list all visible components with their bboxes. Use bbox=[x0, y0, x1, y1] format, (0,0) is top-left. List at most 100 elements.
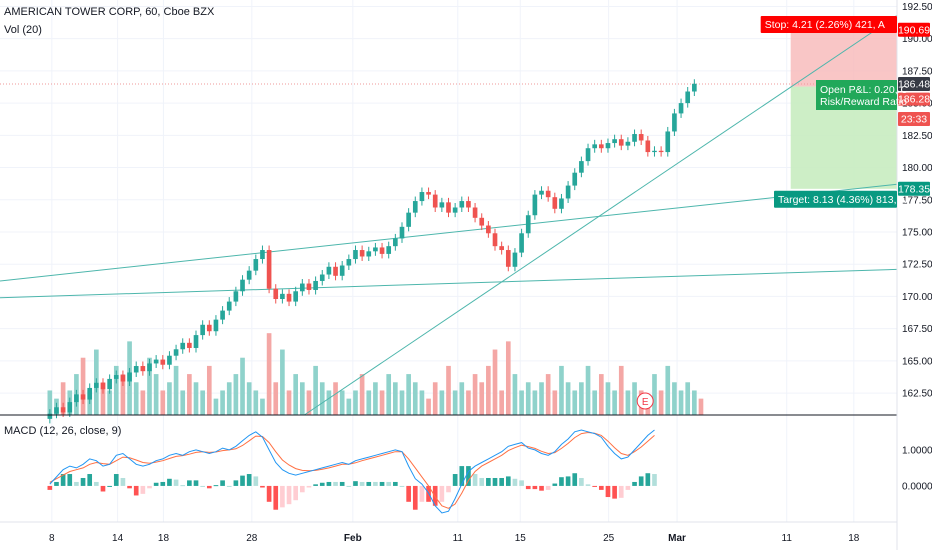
time-tick-label: 15 bbox=[515, 533, 527, 544]
volume-bar bbox=[193, 382, 199, 415]
price-tick-label: 162.50 bbox=[902, 389, 932, 400]
candle-body bbox=[373, 247, 378, 252]
volume-indicator-label[interactable]: Vol (20) bbox=[4, 24, 42, 36]
volume-bar bbox=[572, 390, 578, 415]
volume-bar bbox=[333, 382, 338, 415]
macd-histogram-bar bbox=[54, 481, 59, 486]
candle-body bbox=[565, 185, 571, 199]
macd-histogram-bar bbox=[260, 485, 265, 488]
candle-body bbox=[519, 233, 524, 253]
macd-histogram-bar bbox=[74, 481, 79, 486]
candle-body bbox=[107, 378, 112, 390]
candle-body bbox=[173, 349, 179, 356]
pnl-text: Open P&L: 0.20, C bbox=[820, 84, 909, 96]
target-label-box bbox=[774, 190, 897, 208]
macd-histogram-bar bbox=[280, 485, 285, 508]
macd-histogram-bar bbox=[233, 480, 239, 486]
volume-bar bbox=[492, 349, 498, 415]
macd-histogram-bar bbox=[618, 485, 624, 498]
price-tick-label: 167.50 bbox=[902, 324, 932, 335]
candle-body bbox=[153, 359, 159, 364]
volume-bar bbox=[652, 374, 657, 415]
candle-body bbox=[499, 246, 504, 251]
time-tick-label: 18 bbox=[848, 533, 860, 544]
macd-histogram-bar bbox=[319, 482, 325, 486]
candle-body bbox=[432, 194, 438, 208]
symbol-title[interactable]: AMERICAN TOWER CORP, 60, Cboe BZX bbox=[4, 6, 215, 18]
candle-body bbox=[220, 310, 225, 320]
macd-histogram-bar bbox=[466, 466, 471, 486]
macd-histogram-bar bbox=[273, 485, 279, 510]
candle-body bbox=[213, 319, 219, 332]
candle-body bbox=[80, 394, 86, 400]
volume-bar bbox=[393, 382, 398, 415]
macd-histogram-bar bbox=[306, 485, 312, 488]
candle-body bbox=[412, 201, 418, 213]
volume-bar bbox=[167, 382, 172, 415]
macd-histogram-bar bbox=[187, 480, 192, 486]
macd-histogram-bar bbox=[559, 477, 564, 486]
candle-body bbox=[286, 293, 292, 302]
price-tick-label: 187.50 bbox=[902, 66, 932, 77]
candle-body bbox=[187, 342, 192, 348]
price-tick-label: 170.00 bbox=[902, 292, 932, 303]
macd-histogram-bar bbox=[133, 485, 139, 496]
volume-bar bbox=[452, 390, 458, 415]
volume-bar bbox=[466, 390, 471, 415]
candle-body bbox=[539, 190, 544, 195]
volume-bar bbox=[313, 365, 318, 415]
volume-bar bbox=[672, 382, 677, 415]
volume-bar bbox=[379, 390, 385, 415]
volume-bar bbox=[539, 382, 544, 415]
candle-body bbox=[399, 226, 405, 239]
volume-bar bbox=[612, 390, 617, 415]
candle-body bbox=[552, 197, 558, 209]
entry-price-badge bbox=[898, 92, 930, 106]
candle-body bbox=[47, 413, 53, 419]
volume-bar bbox=[592, 390, 598, 415]
volume-bar bbox=[459, 382, 465, 415]
time-tick-label: 11 bbox=[782, 533, 793, 544]
position-zones bbox=[0, 29, 897, 189]
time-tick-label: 11 bbox=[453, 533, 464, 544]
macd-histogram-bar bbox=[326, 481, 332, 486]
candle-body bbox=[54, 407, 59, 414]
candle-body bbox=[127, 372, 132, 382]
macd-histogram-bar bbox=[353, 481, 358, 486]
macd-histogram-bar bbox=[459, 466, 465, 486]
volume-bar bbox=[605, 382, 611, 415]
volume-bar bbox=[386, 374, 392, 415]
trendline bbox=[0, 183, 898, 282]
candle-body bbox=[579, 161, 584, 173]
macd-histogram-bar bbox=[452, 474, 458, 486]
macd-histogram-bar bbox=[605, 485, 611, 498]
macd-histogram-bar bbox=[160, 481, 166, 486]
volume-bar bbox=[685, 382, 691, 415]
volume-bar bbox=[80, 357, 86, 415]
macd-histogram-bar bbox=[333, 481, 338, 486]
candle-body bbox=[193, 335, 199, 348]
macd-histogram-bar bbox=[505, 476, 511, 486]
macd-histogram-bar bbox=[200, 485, 205, 487]
candle-body bbox=[339, 265, 345, 276]
macd-histogram-bar bbox=[632, 481, 637, 486]
trendline bbox=[0, 268, 898, 299]
volume-bar bbox=[499, 390, 504, 415]
macd-indicator-label[interactable]: MACD (12, 26, close, 9) bbox=[4, 425, 122, 437]
volume-bar bbox=[505, 341, 511, 415]
volume-bar bbox=[253, 390, 259, 415]
candle-body bbox=[167, 355, 172, 365]
candle-body bbox=[240, 279, 245, 292]
stop-price-badge-text: 190.69 bbox=[898, 24, 930, 36]
macd-histogram-bar bbox=[393, 481, 398, 486]
volume-bar bbox=[160, 390, 166, 415]
trendlines[interactable] bbox=[0, 15, 898, 416]
candle-body bbox=[459, 201, 465, 208]
candle-body bbox=[592, 144, 598, 149]
macd-histogram-bar bbox=[446, 485, 451, 493]
candle-body bbox=[658, 150, 664, 153]
price-badges: 190.69 186.48 186.28 23:33 178.35 Stop: 4.21 … bbox=[760, 16, 930, 208]
volume-bar bbox=[525, 382, 531, 415]
macd-histogram-bar bbox=[439, 485, 445, 502]
